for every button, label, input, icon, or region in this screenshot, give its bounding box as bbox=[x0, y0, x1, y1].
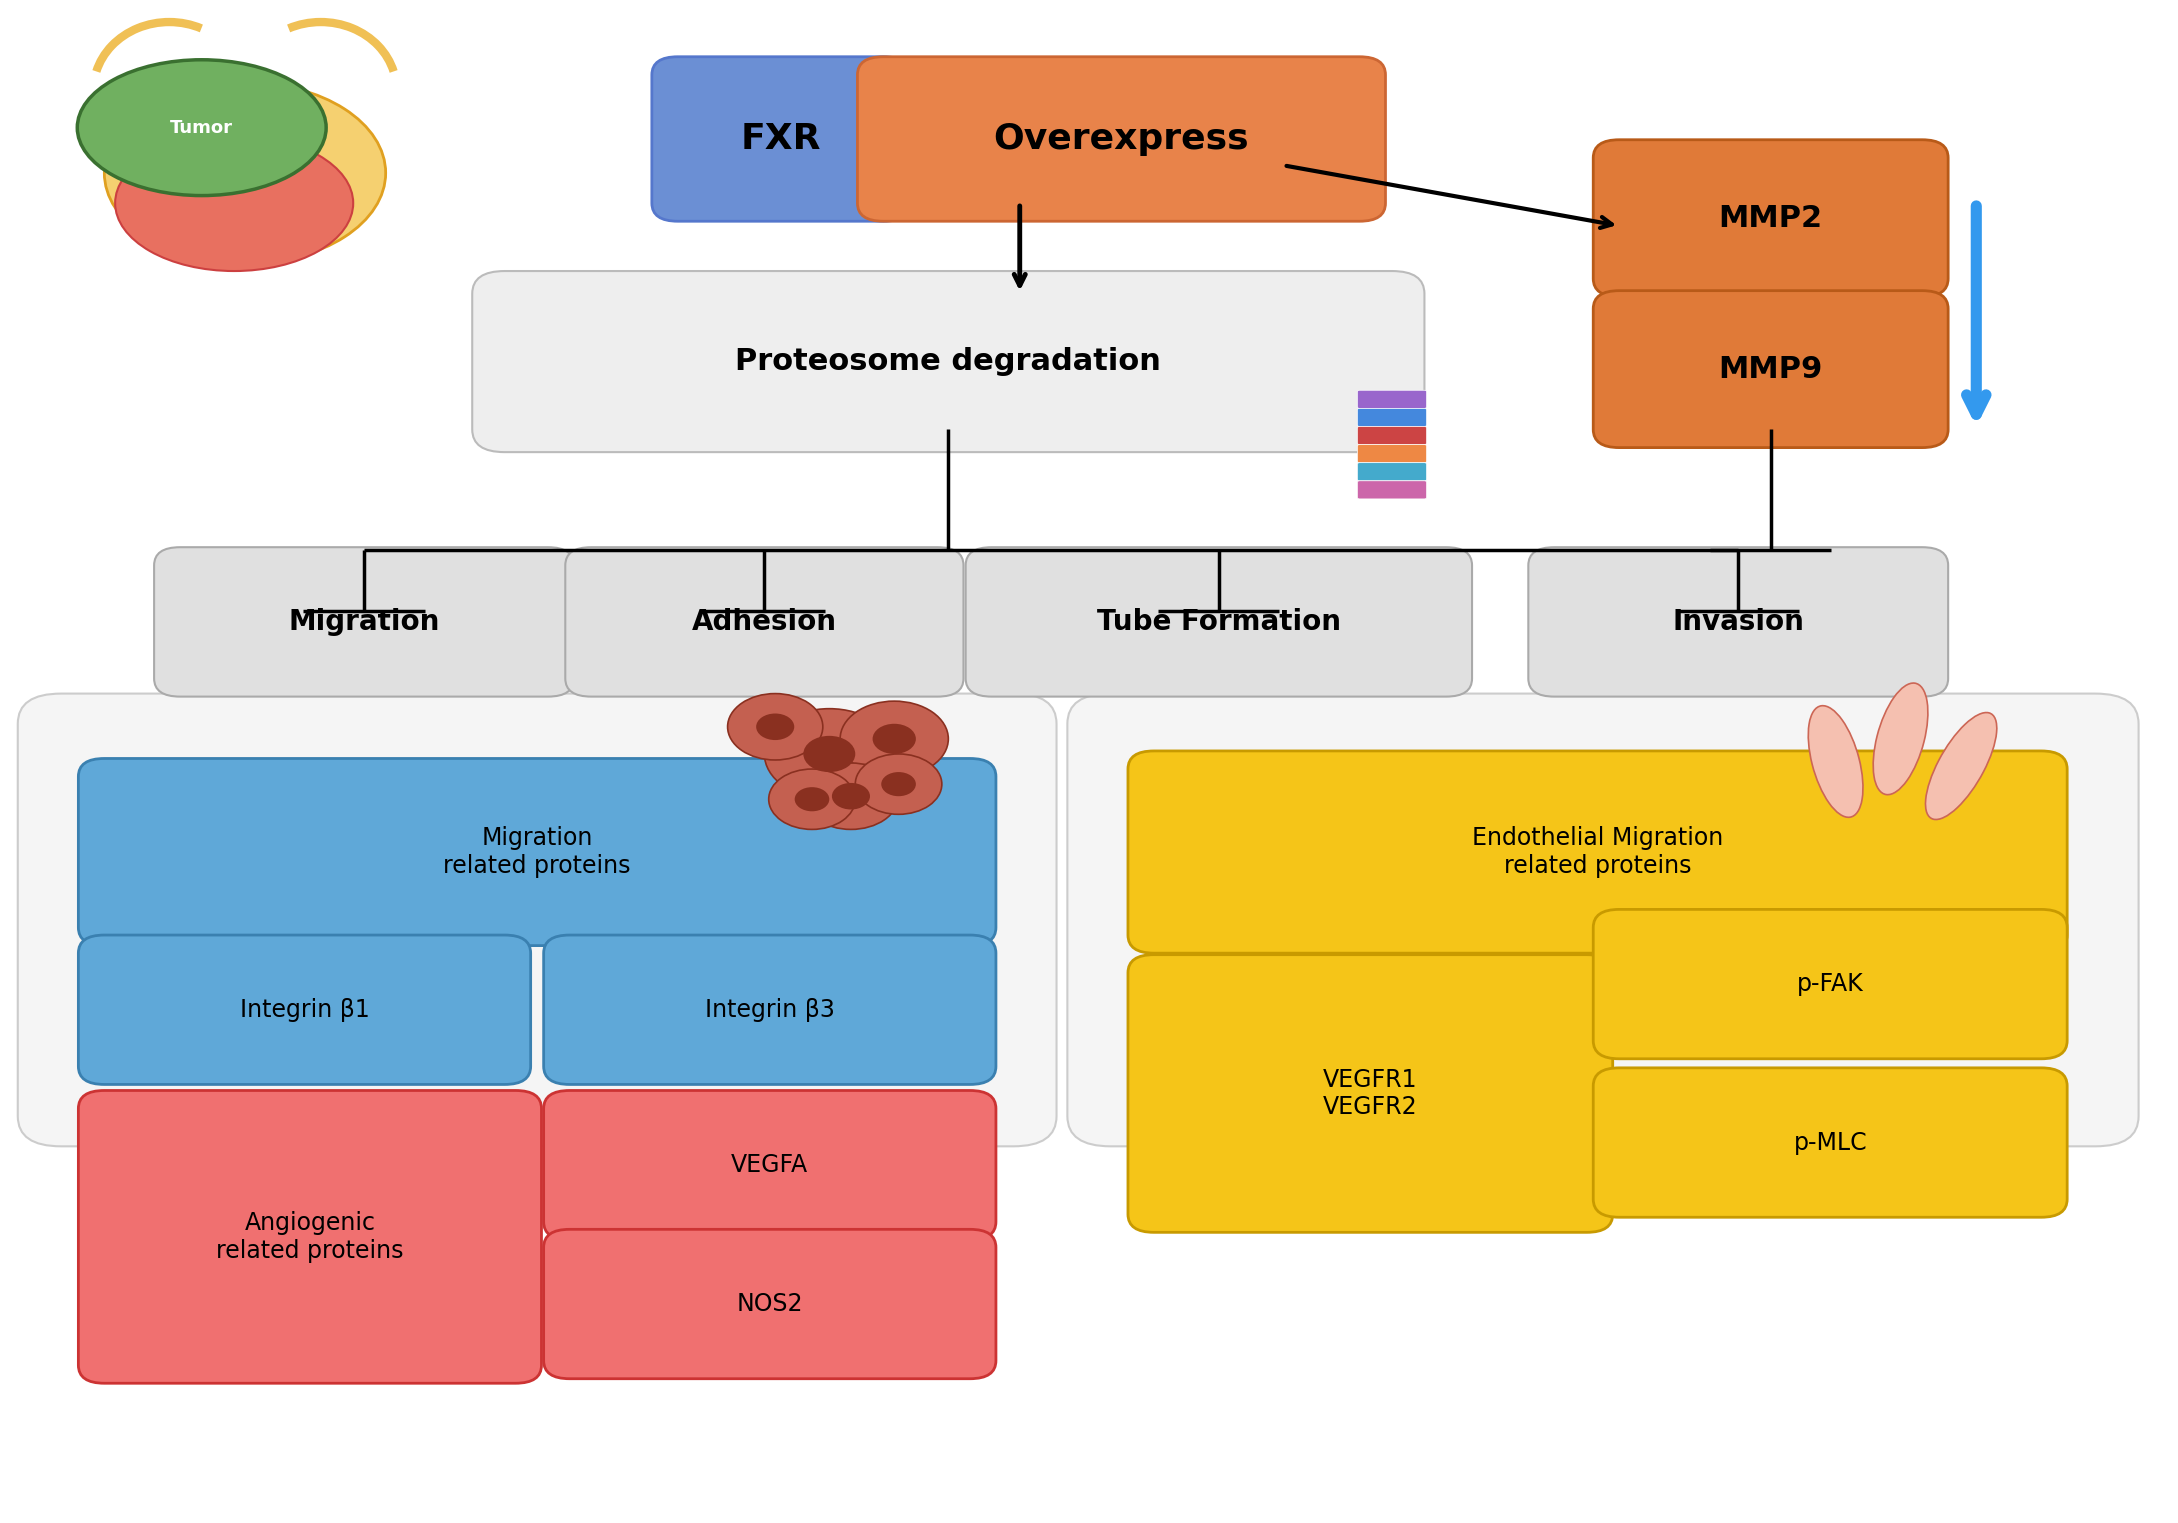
FancyBboxPatch shape bbox=[473, 271, 1424, 452]
Text: Endothelial Migration
related proteins: Endothelial Migration related proteins bbox=[1472, 825, 1723, 877]
Circle shape bbox=[756, 713, 795, 740]
Text: Integrin β1: Integrin β1 bbox=[240, 998, 370, 1022]
Text: NOS2: NOS2 bbox=[736, 1292, 804, 1316]
Text: VEGFR1
VEGFR2: VEGFR1 VEGFR2 bbox=[1322, 1068, 1418, 1119]
FancyBboxPatch shape bbox=[544, 1229, 995, 1378]
Text: Endothelial Cells: Endothelial Cells bbox=[1355, 762, 1694, 795]
Text: Tumor: Tumor bbox=[170, 119, 233, 137]
FancyBboxPatch shape bbox=[1357, 463, 1427, 481]
FancyBboxPatch shape bbox=[1357, 408, 1427, 426]
Circle shape bbox=[832, 783, 869, 810]
FancyBboxPatch shape bbox=[544, 935, 995, 1084]
FancyBboxPatch shape bbox=[1357, 426, 1427, 445]
FancyBboxPatch shape bbox=[1128, 751, 2067, 953]
Text: p-FAK: p-FAK bbox=[1797, 972, 1864, 996]
Text: Angiogenic
related proteins: Angiogenic related proteins bbox=[216, 1211, 403, 1263]
Circle shape bbox=[795, 787, 830, 812]
FancyBboxPatch shape bbox=[1594, 291, 1947, 448]
FancyBboxPatch shape bbox=[1529, 547, 1947, 696]
Circle shape bbox=[804, 763, 900, 830]
FancyBboxPatch shape bbox=[17, 693, 1056, 1147]
Ellipse shape bbox=[1925, 713, 1997, 819]
FancyBboxPatch shape bbox=[1594, 140, 1947, 297]
FancyBboxPatch shape bbox=[544, 1090, 995, 1240]
Circle shape bbox=[769, 769, 856, 830]
Ellipse shape bbox=[105, 82, 386, 263]
Circle shape bbox=[841, 701, 947, 777]
Circle shape bbox=[764, 708, 895, 800]
Text: VEGFA: VEGFA bbox=[732, 1153, 808, 1177]
Text: Proteosome degradation: Proteosome degradation bbox=[736, 347, 1161, 376]
FancyBboxPatch shape bbox=[78, 758, 995, 946]
Circle shape bbox=[873, 723, 917, 754]
Text: Tumor Cells: Tumor Cells bbox=[305, 762, 540, 795]
Text: MMP2: MMP2 bbox=[1718, 204, 1823, 233]
FancyBboxPatch shape bbox=[78, 935, 531, 1084]
FancyBboxPatch shape bbox=[566, 547, 963, 696]
Text: Integrin β3: Integrin β3 bbox=[706, 998, 834, 1022]
Text: MMP9: MMP9 bbox=[1718, 355, 1823, 384]
Text: p-MLC: p-MLC bbox=[1792, 1130, 1867, 1154]
Text: Invasion: Invasion bbox=[1673, 608, 1803, 637]
FancyBboxPatch shape bbox=[1067, 693, 2139, 1147]
FancyBboxPatch shape bbox=[858, 56, 1385, 221]
FancyBboxPatch shape bbox=[1357, 445, 1427, 463]
Text: Migration
related proteins: Migration related proteins bbox=[444, 825, 632, 877]
FancyBboxPatch shape bbox=[1594, 1068, 2067, 1217]
FancyBboxPatch shape bbox=[1128, 955, 1612, 1232]
FancyBboxPatch shape bbox=[155, 547, 575, 696]
Text: Overexpress: Overexpress bbox=[993, 122, 1250, 155]
Ellipse shape bbox=[1808, 705, 1862, 818]
FancyBboxPatch shape bbox=[1357, 481, 1427, 500]
FancyBboxPatch shape bbox=[651, 56, 910, 221]
Circle shape bbox=[727, 693, 823, 760]
Text: Tube Formation: Tube Formation bbox=[1098, 608, 1342, 637]
Circle shape bbox=[856, 754, 941, 815]
FancyBboxPatch shape bbox=[1594, 909, 2067, 1058]
FancyBboxPatch shape bbox=[1357, 390, 1427, 408]
Circle shape bbox=[804, 736, 856, 772]
Text: FXR: FXR bbox=[741, 122, 821, 155]
Circle shape bbox=[882, 772, 917, 797]
Ellipse shape bbox=[1873, 682, 1928, 795]
FancyBboxPatch shape bbox=[965, 547, 1472, 696]
Ellipse shape bbox=[76, 59, 327, 195]
FancyBboxPatch shape bbox=[78, 1090, 542, 1383]
Text: Adhesion: Adhesion bbox=[693, 608, 836, 637]
Ellipse shape bbox=[115, 136, 353, 271]
Text: Migration: Migration bbox=[287, 608, 440, 637]
